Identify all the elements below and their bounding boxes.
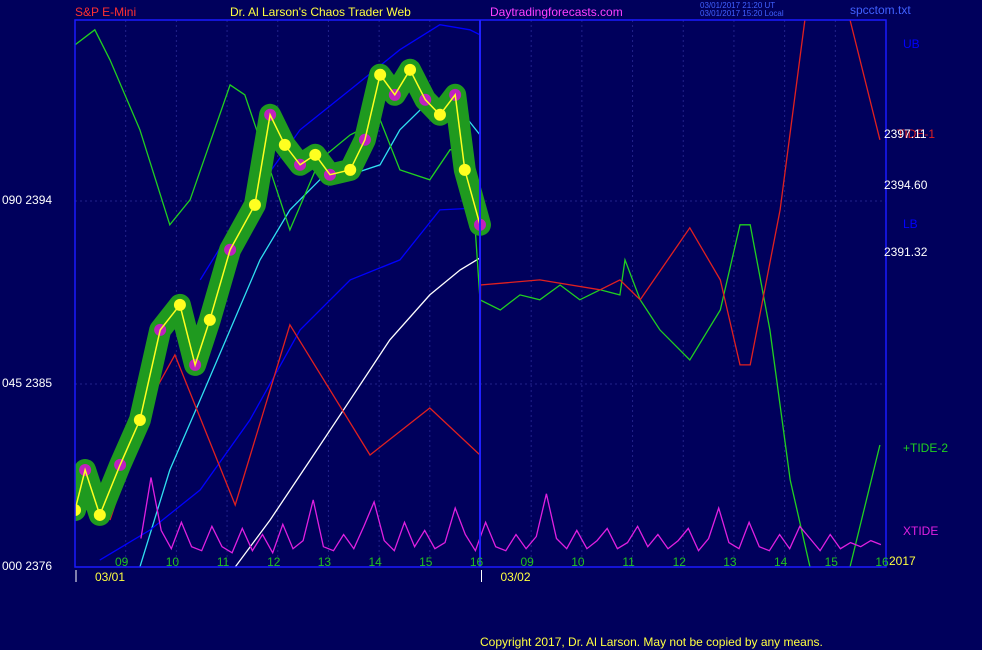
series-line bbox=[140, 477, 882, 555]
x-tick-label: 13 bbox=[318, 555, 332, 569]
x-tick-label: 11 bbox=[622, 555, 635, 569]
x-tick-label: 15 bbox=[419, 555, 433, 569]
price-label: 2397.11 bbox=[884, 127, 927, 141]
copyright: Copyright 2017, Dr. Al Larson. May not b… bbox=[480, 635, 823, 649]
timestamp: 03/01/2017 15:20 Local bbox=[700, 9, 784, 18]
x-tick-label: 16 bbox=[875, 555, 889, 569]
timestamp: 03/01/2017 21:20 UT bbox=[700, 1, 775, 10]
price-line bbox=[75, 68, 481, 518]
x-tick-label: 12 bbox=[673, 555, 687, 569]
labels: 000 2376 045 2385 090 2394 09 10 11 12 13 14 15 16… bbox=[2, 37, 948, 584]
y-tick-label: 090 2394 bbox=[2, 193, 52, 207]
price-label: 2394.60 bbox=[884, 178, 928, 192]
site: Daytradingforecasts.com bbox=[490, 5, 623, 19]
date-label: 03/02 bbox=[501, 570, 531, 584]
title: Dr. Al Larson's Chaos Trader Web bbox=[230, 5, 411, 19]
x-tick-label: 10 bbox=[166, 555, 180, 569]
series-label: TIDE-1 bbox=[897, 127, 935, 141]
series-line bbox=[99, 207, 481, 561]
instrument: S&P E-Mini bbox=[75, 5, 136, 19]
date-label: 03/01 bbox=[95, 570, 125, 584]
series-label: LB bbox=[903, 217, 918, 231]
x-tick-label: 11 bbox=[217, 555, 230, 569]
x-tick-label: 14 bbox=[774, 555, 788, 569]
series-label: XTIDE bbox=[903, 524, 938, 538]
series-label: UB bbox=[903, 37, 920, 51]
series-label: +TIDE-2 bbox=[903, 441, 948, 455]
series-line bbox=[109, 20, 881, 521]
x-tick-label: 14 bbox=[368, 555, 382, 569]
x-tick-label: 10 bbox=[571, 555, 585, 569]
price-label: 2017 bbox=[889, 554, 916, 568]
x-tick-label: 09 bbox=[115, 555, 129, 569]
file-name: spcctom.txt bbox=[850, 3, 911, 17]
series-line bbox=[234, 257, 481, 567]
price-label: 2391.32 bbox=[884, 245, 928, 259]
x-tick-label: 09 bbox=[521, 555, 535, 569]
x-tick-label: 13 bbox=[723, 555, 737, 569]
plot-area bbox=[75, 20, 882, 567]
x-tick-label: 15 bbox=[825, 555, 839, 569]
x-tick-label: 16 bbox=[470, 555, 484, 569]
x-tick-label: 12 bbox=[267, 555, 281, 569]
y-tick-label: 000 2376 bbox=[2, 559, 52, 573]
y-tick-label: 045 2385 bbox=[2, 376, 52, 390]
